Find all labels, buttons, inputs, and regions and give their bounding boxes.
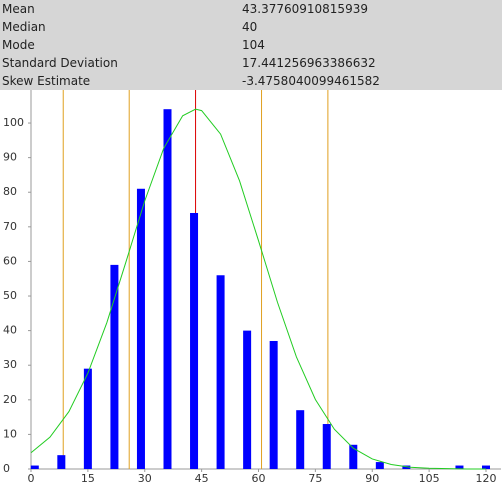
stat-row: Mean 43.37760910815939 [0,0,502,18]
bar [455,465,464,469]
stat-row: Mode 104 [0,36,502,54]
stat-value: 43.37760910815939 [242,2,368,16]
x-tick-label: 90 [365,472,379,485]
stat-value: 40 [242,20,258,34]
bar [110,264,119,469]
y-tick-label: 10 [3,427,17,440]
stat-label: Mode [2,38,35,52]
y-tick-label: 40 [3,324,17,337]
stat-label: Skew Estimate [2,74,91,88]
x-tick-label: 45 [195,472,209,485]
x-tick-label: 75 [308,472,322,485]
bar [190,212,199,469]
stat-label: Mean [2,2,35,16]
stat-value: -3.4758040099461582 [242,74,380,88]
normal-curve [30,108,486,470]
x-tick-label: 60 [252,472,266,485]
bar [216,275,225,469]
bar [402,465,411,469]
stat-label: Median [2,20,46,34]
y-tick-label: 0 [3,462,10,475]
y-tick-label: 80 [3,185,17,198]
x-tick-label: 15 [81,472,95,485]
bar [296,410,305,469]
stat-row: Skew Estimate -3.4758040099461582 [0,72,502,90]
stat-value: 104 [242,38,265,52]
bar [349,444,358,469]
x-tick-label: 105 [419,472,440,485]
bar [375,462,384,469]
bar [30,465,39,469]
bar [482,465,490,469]
y-tick-label: 60 [3,254,17,267]
x-tick-label: 120 [476,472,497,485]
x-tick-label: 0 [28,472,35,485]
bar [83,368,92,469]
x-tick-label: 30 [138,472,152,485]
y-tick-label: 90 [3,151,17,164]
bar [322,424,331,469]
bar [57,455,66,469]
stats-panel: Mean 43.37760910815939 Median 40 Mode 104 Stan… [0,0,502,90]
bar [243,330,252,469]
bar [136,188,145,469]
stat-row: Median 40 [0,18,502,36]
y-tick-label: 100 [3,116,24,129]
stat-row: Standard Deviation 17.441256963386632 [0,54,502,72]
y-tick-label: 20 [3,393,17,406]
y-tick-label: 50 [3,289,17,302]
stat-label: Standard Deviation [2,56,118,70]
chart: 0 10 20 30 40 50 60 70 80 90 100 0 15 30 45 60 75 90 105 12… [3,90,501,485]
y-tick-label: 30 [3,358,17,371]
y-tick-label: 70 [3,220,17,233]
stat-value: 17.441256963386632 [242,56,376,70]
bar [163,109,172,469]
bar [269,340,278,469]
